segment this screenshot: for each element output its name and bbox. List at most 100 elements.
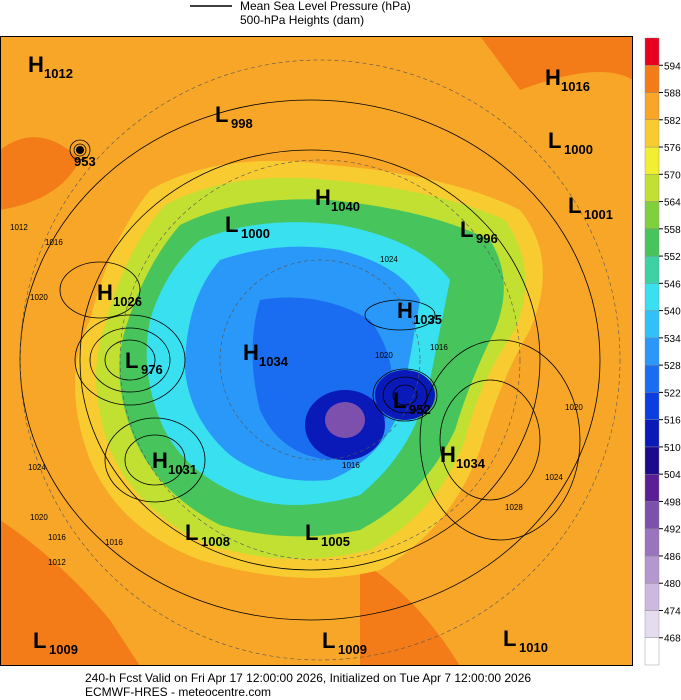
- center-value: 1026: [113, 294, 142, 309]
- isobar-label: 1020: [30, 513, 48, 522]
- center-letter: H: [28, 52, 44, 77]
- center-letter: H: [315, 185, 331, 210]
- colorbar-bin: [644, 283, 660, 311]
- colorbar-label: 570: [664, 170, 681, 181]
- center-value: 976: [141, 362, 163, 377]
- colorbar-label: 576: [664, 143, 681, 154]
- center-value: 1009: [49, 642, 78, 657]
- colorbar-bin: [644, 610, 660, 638]
- isobar-label: 1024: [28, 463, 46, 472]
- colorbar-bin: [644, 473, 660, 502]
- legend-label: 500-hPa Heights (dam): [240, 13, 364, 27]
- center-letter: H: [152, 448, 168, 473]
- center-value: 1034: [259, 354, 289, 369]
- center-letter: L: [460, 217, 473, 242]
- colorbar-label: 474: [664, 606, 681, 617]
- colorbar-label: 582: [664, 116, 681, 127]
- center-letter: L: [322, 628, 335, 653]
- colorbar-bin: [644, 174, 660, 202]
- legend-label: Mean Sea Level Pressure (hPa): [240, 0, 411, 13]
- isobar-label: 1012: [48, 558, 66, 567]
- center-value: 1008: [201, 534, 230, 549]
- center-letter: L: [125, 348, 138, 373]
- colorbar-bin: [644, 528, 660, 557]
- colorbar-bin: [644, 337, 660, 366]
- storm-center: [76, 146, 84, 154]
- center-value: 1040: [331, 199, 360, 214]
- warm-field: [0, 36, 633, 666]
- center-value: 1010: [519, 640, 548, 655]
- field-504b: [375, 370, 435, 420]
- center-letter: H: [397, 298, 413, 323]
- center-value: 996: [476, 231, 498, 246]
- colorbar-bin: [644, 255, 660, 284]
- field-492: [325, 402, 365, 438]
- colorbar-label: 534: [664, 334, 681, 345]
- graticule: [19, 59, 621, 661]
- center-letter: L: [568, 193, 581, 218]
- colorbar-bin: [644, 583, 660, 611]
- center-letter: L: [393, 388, 406, 413]
- colorbar-bin: [644, 364, 660, 393]
- colorbar-bin: [644, 228, 660, 257]
- colorbar-label: 528: [664, 361, 681, 372]
- center-letter: H: [545, 65, 561, 90]
- colorbar-bin: [644, 92, 660, 120]
- center-letter: L: [215, 102, 228, 127]
- isobar-label: 1020: [565, 403, 583, 412]
- center-value: 953: [74, 154, 96, 169]
- isobar-label: 1012: [10, 223, 28, 232]
- center-letter: L: [185, 520, 198, 545]
- isobar-label: 1016: [48, 533, 66, 542]
- isobar-label: 1016: [45, 238, 63, 247]
- isobar-label: 1016: [342, 461, 360, 470]
- colorbar-label: 522: [664, 388, 681, 399]
- colorbar-bin: [644, 65, 660, 93]
- center-value: 1012: [44, 66, 73, 81]
- center-letter: H: [97, 280, 113, 305]
- colorbar-label: 588: [664, 89, 681, 100]
- center-letter: L: [225, 212, 238, 237]
- colorbar-label: 480: [664, 579, 681, 590]
- colorbar-bin: [644, 310, 660, 339]
- colorbar-label: 486: [664, 552, 681, 563]
- colorbar-label: 510: [664, 443, 681, 454]
- isobar-label: 1016: [430, 343, 448, 352]
- isobar-label: 1016: [105, 538, 123, 547]
- center-value: 1016: [561, 79, 590, 94]
- colorbar-label: 516: [664, 416, 681, 427]
- isobar-label: 1020: [30, 293, 48, 302]
- colorbar-label: 552: [664, 252, 681, 263]
- colorbar-label: 504: [664, 470, 681, 481]
- colorbar-bin: [644, 555, 660, 584]
- center-letter: L: [33, 628, 46, 653]
- colorbar-label: 498: [664, 497, 681, 508]
- center-value: 1000: [564, 142, 593, 157]
- colorbar-label: 558: [664, 225, 681, 236]
- footer-text: ECMWF-HRES - meteocentre.com: [85, 685, 271, 699]
- colorbar-bin: [644, 501, 660, 529]
- colorbar-bin: [644, 392, 660, 420]
- center-letter: L: [503, 626, 516, 651]
- colorbar-label: 594: [664, 61, 681, 72]
- colorbar-label: 540: [664, 307, 681, 318]
- center-letter: L: [548, 128, 561, 153]
- colorbar-bin: [644, 146, 660, 175]
- center-value: 1034: [456, 456, 486, 471]
- isobar-label: 1024: [545, 473, 563, 482]
- center-letter: H: [243, 340, 259, 365]
- center-value: 1031: [168, 462, 197, 477]
- center-value: 952: [409, 402, 431, 417]
- isobar-label: 1024: [380, 255, 398, 264]
- center-letter: L: [305, 520, 318, 545]
- colorbar-bin: [644, 119, 660, 148]
- isobar-label: 1028: [505, 503, 523, 512]
- colorbar-bin: [644, 446, 660, 475]
- footer-text: 240-h Fcst Valid on Fri Apr 17 12:00:00 …: [85, 671, 531, 685]
- colorbar-label: 492: [664, 525, 681, 536]
- center-value: 1035: [413, 312, 442, 327]
- isobars: [19, 99, 601, 621]
- map-frame: [0, 36, 633, 666]
- colorbar-bin: [644, 419, 660, 448]
